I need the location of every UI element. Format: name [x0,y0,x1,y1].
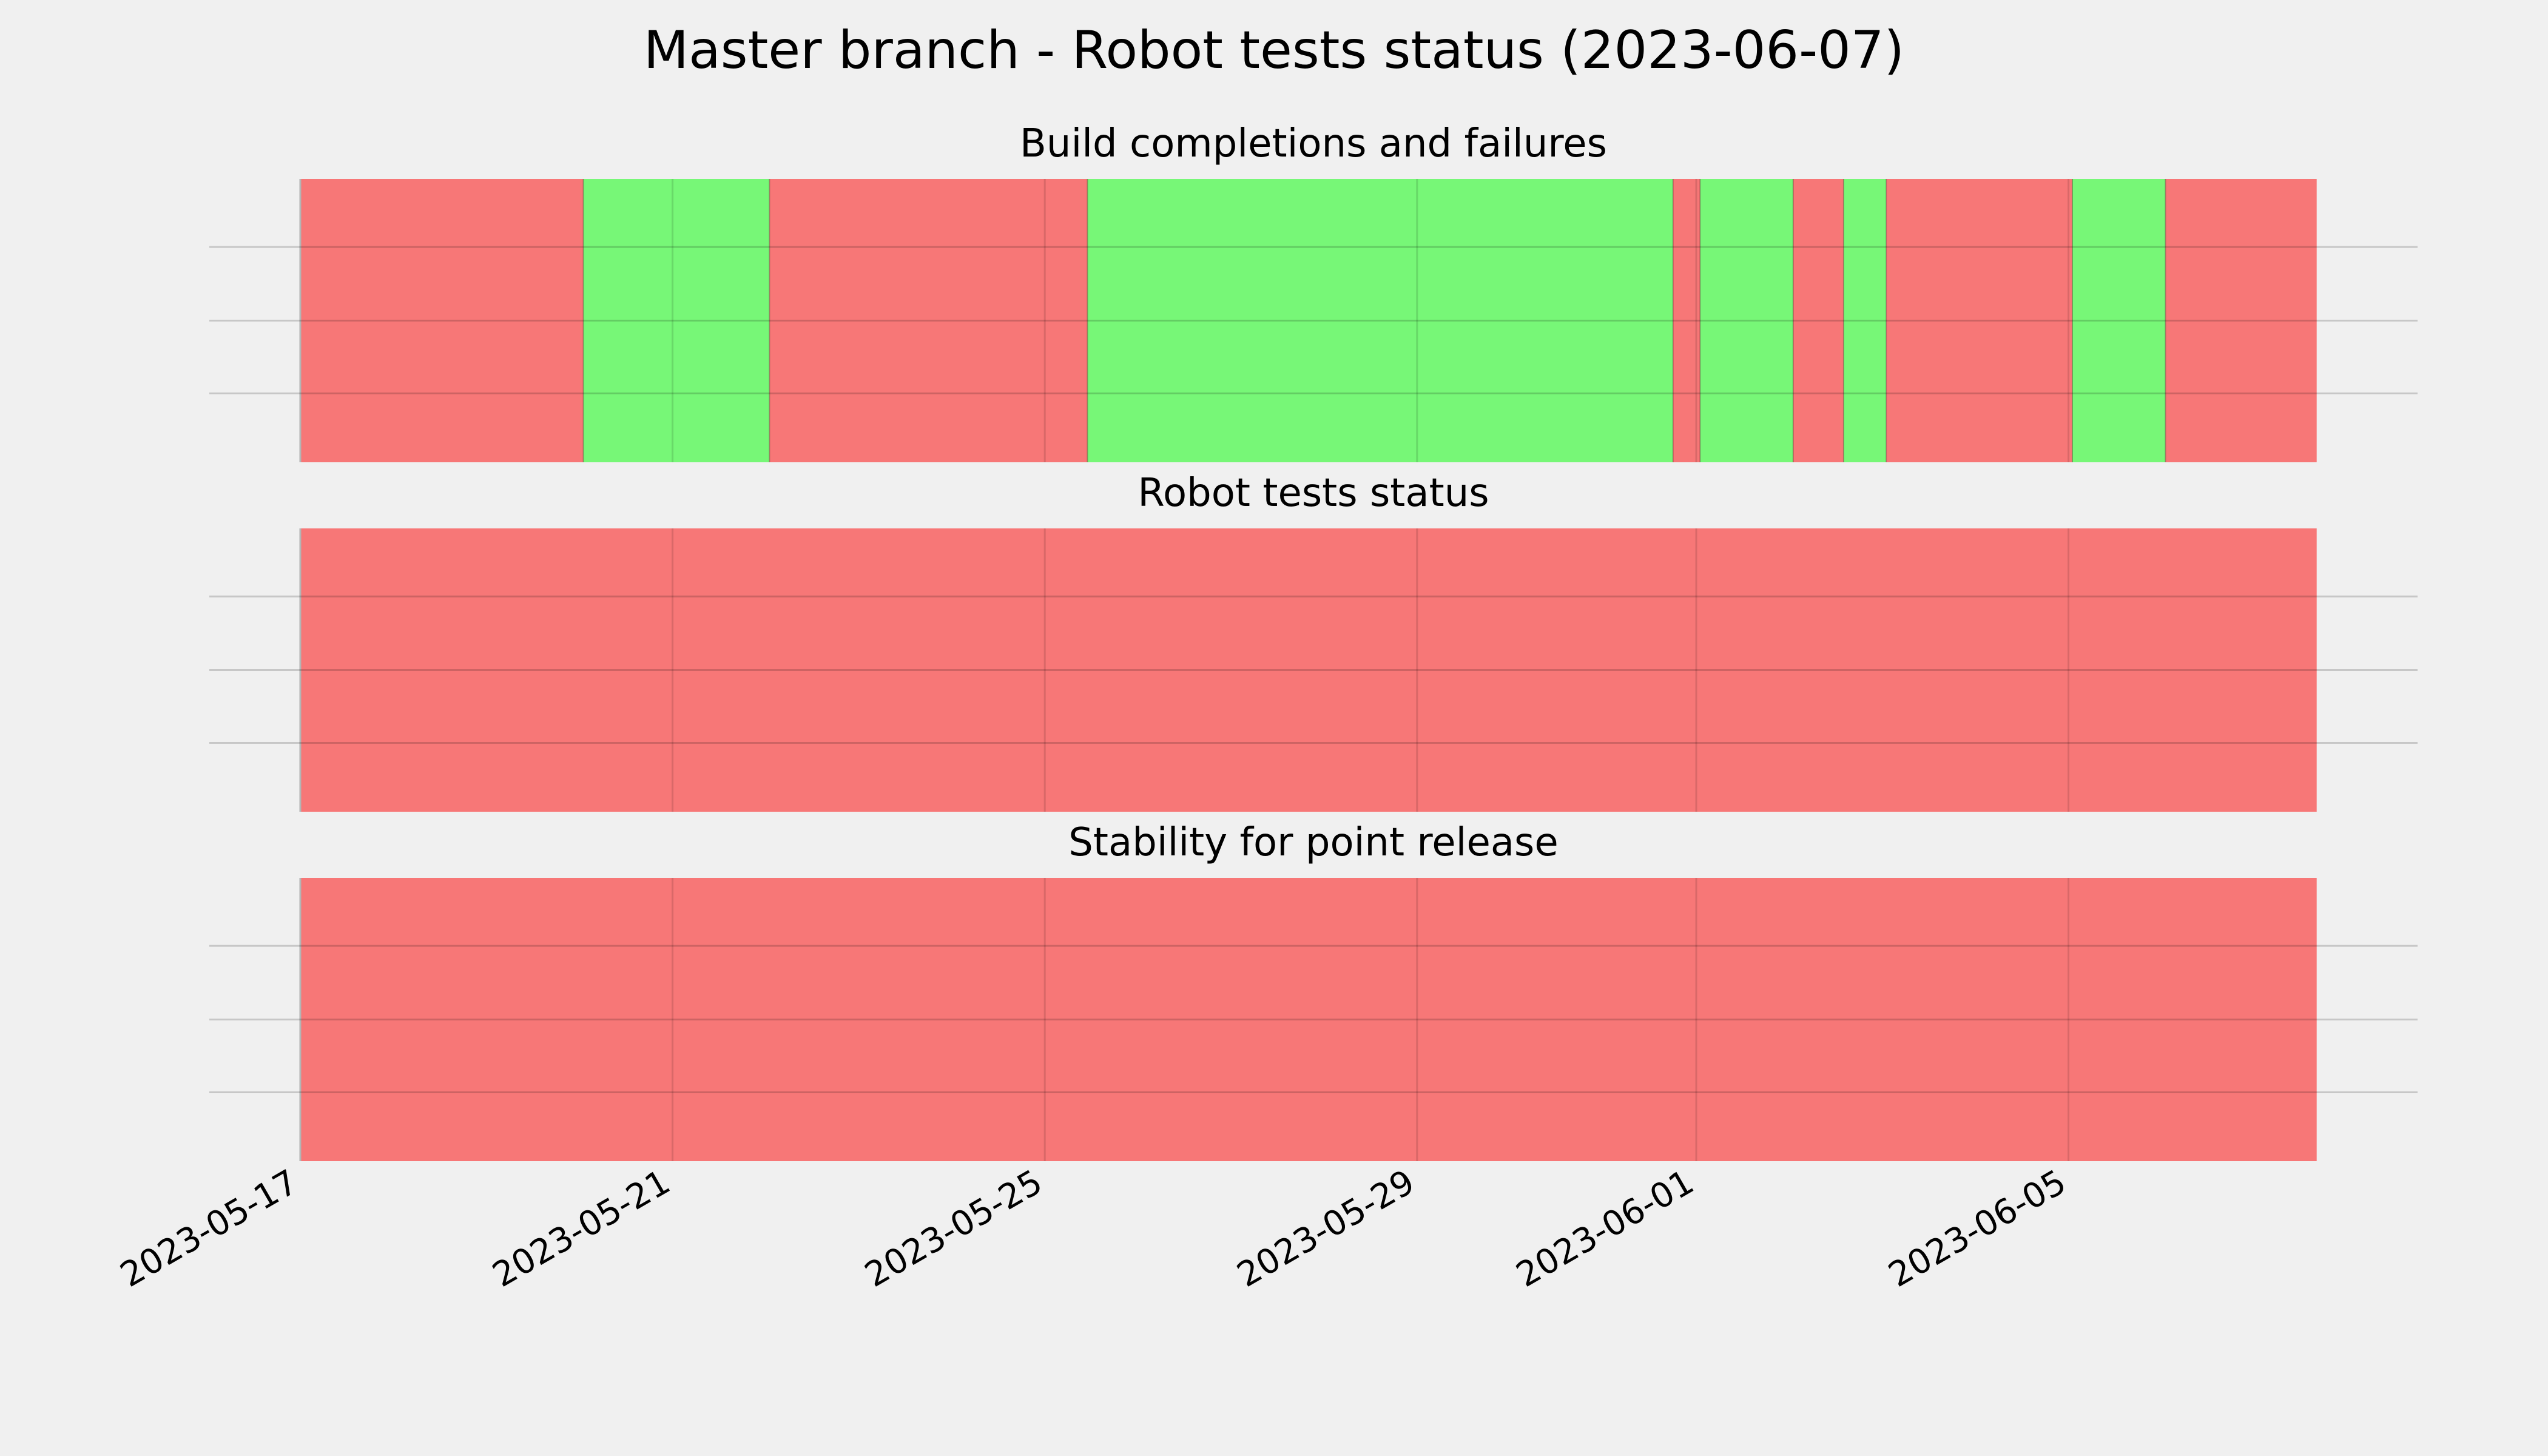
x-tick-label: 2023-06-05 [1882,1162,2072,1295]
failure-segment [1673,179,1700,462]
panel-2: Robot tests status [209,471,2418,812]
panel-3: Stability for point release [209,820,2418,1161]
success-segment [2072,179,2166,462]
success-segment [583,179,770,462]
x-tick-label: 2023-05-29 [1230,1162,1421,1295]
success-segment [1843,179,1887,462]
panel-title: Robot tests status [1138,471,1489,516]
panel-title: Build completions and failures [1020,121,1607,166]
success-segment [1087,179,1673,462]
failure-segment [1793,179,1844,462]
failure-segment [300,179,584,462]
panels: Build completions and failures Robot test… [209,121,2418,1161]
x-tick-label: 2023-05-21 [486,1162,676,1295]
panel-title: Stability for point release [1068,820,1559,865]
x-axis-ticks: 2023-05-17 2023-05-21 2023-05-25 2023-05-29… [114,1162,2073,1295]
failure-segment [1886,179,2072,462]
failure-segment [300,878,2317,1161]
failure-segment [2165,179,2317,462]
success-segment [1700,179,1793,462]
chart-title: Master branch - Robot tests status (2023… [644,20,1904,81]
panel-1: Build completions and failures [209,121,2418,462]
x-tick-label: 2023-05-17 [114,1162,305,1295]
x-tick-label: 2023-05-25 [858,1162,1049,1295]
x-tick-label: 2023-06-01 [1510,1162,1700,1295]
failure-segment [300,528,2317,812]
failure-segment [769,179,1088,462]
